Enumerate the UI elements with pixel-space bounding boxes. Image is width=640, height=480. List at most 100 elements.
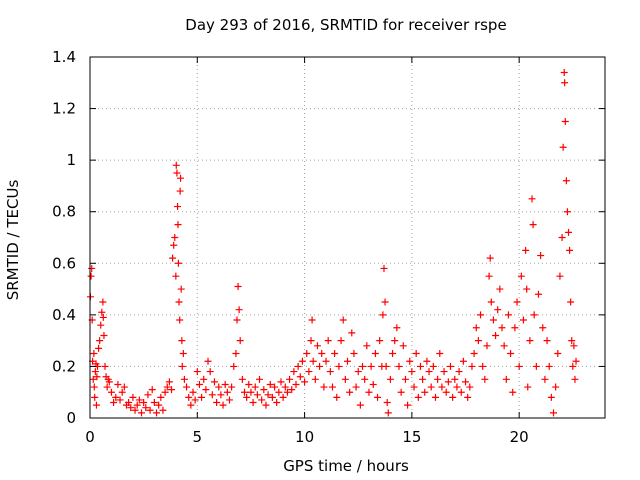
data-point	[307, 337, 315, 345]
data-point	[423, 357, 431, 365]
data-point	[97, 321, 105, 329]
data-point	[311, 375, 319, 383]
data-point	[169, 254, 177, 262]
data-point	[410, 383, 418, 391]
data-point	[479, 362, 487, 370]
data-point	[532, 362, 540, 370]
data-point	[177, 174, 185, 182]
data-point	[127, 404, 135, 412]
y-tick-label: 0.8	[52, 203, 76, 221]
data-point	[380, 264, 388, 272]
data-point	[271, 383, 279, 391]
data-point	[99, 298, 107, 306]
data-point	[92, 401, 100, 409]
data-point	[234, 282, 242, 290]
data-point	[434, 375, 442, 383]
data-point	[382, 362, 390, 370]
data-point	[524, 383, 532, 391]
data-point	[455, 368, 463, 376]
data-point	[337, 337, 345, 345]
data-point	[171, 234, 179, 241]
data-point	[245, 380, 253, 388]
data-point	[348, 329, 356, 337]
data-point	[87, 272, 95, 280]
data-point	[560, 68, 568, 76]
data-point	[157, 393, 165, 401]
data-point	[277, 378, 285, 386]
data-point	[308, 316, 316, 324]
data-point	[427, 383, 435, 391]
data-point	[129, 393, 137, 401]
data-point	[464, 393, 472, 401]
x-tick-label: 10	[295, 428, 314, 446]
data-point	[502, 375, 510, 383]
data-point	[483, 342, 491, 350]
data-point	[335, 362, 343, 370]
chart-title: Day 293 of 2016, SRMTID for receiver rsp…	[185, 16, 506, 34]
data-point	[384, 409, 392, 417]
data-point	[440, 368, 448, 376]
data-point	[570, 342, 578, 350]
data-point	[537, 252, 545, 260]
data-point	[472, 324, 480, 332]
data-point	[459, 357, 467, 365]
data-point	[568, 337, 576, 345]
data-point	[324, 337, 332, 345]
data-point	[178, 337, 186, 345]
data-point	[175, 298, 183, 306]
data-point	[474, 337, 482, 345]
data-point	[468, 362, 476, 370]
data-point	[511, 324, 519, 332]
data-point	[215, 383, 223, 391]
data-point	[462, 378, 470, 386]
data-point	[236, 337, 244, 345]
plot-frame	[89, 56, 606, 419]
data-point	[305, 368, 313, 376]
data-point	[221, 380, 229, 388]
data-point	[414, 393, 422, 401]
data-point	[309, 357, 317, 365]
data-point	[116, 396, 124, 404]
data-point	[176, 187, 184, 195]
y-axis-label: SRMTID / TECUs	[4, 180, 22, 301]
data-point	[359, 362, 367, 370]
data-point	[318, 350, 326, 358]
data-point	[507, 350, 515, 358]
data-point	[99, 313, 107, 321]
data-point	[200, 375, 208, 383]
data-point	[470, 350, 478, 358]
data-layer	[86, 68, 580, 417]
data-point	[150, 399, 158, 407]
data-point	[436, 350, 444, 358]
data-point	[91, 368, 99, 376]
data-point	[217, 391, 225, 399]
data-point	[204, 357, 212, 365]
data-point	[331, 350, 339, 358]
data-point	[262, 401, 270, 409]
data-point	[260, 386, 268, 394]
data-point	[316, 362, 324, 370]
data-point	[341, 375, 349, 383]
data-point	[176, 316, 184, 324]
data-point	[210, 378, 218, 386]
y-tick-label: 0.2	[52, 357, 76, 375]
data-point	[346, 388, 354, 396]
data-point	[393, 324, 401, 332]
data-point	[374, 393, 382, 401]
data-point	[444, 378, 452, 386]
data-point	[206, 368, 214, 376]
data-point	[213, 399, 221, 407]
data-point	[487, 298, 495, 306]
data-point	[517, 272, 525, 280]
data-point	[238, 375, 246, 383]
data-point	[170, 241, 178, 249]
data-point	[292, 380, 300, 388]
data-point	[275, 388, 283, 396]
data-point	[232, 350, 240, 358]
data-point	[110, 399, 118, 407]
data-point	[453, 383, 461, 391]
data-point	[528, 195, 536, 203]
data-point	[562, 177, 570, 185]
